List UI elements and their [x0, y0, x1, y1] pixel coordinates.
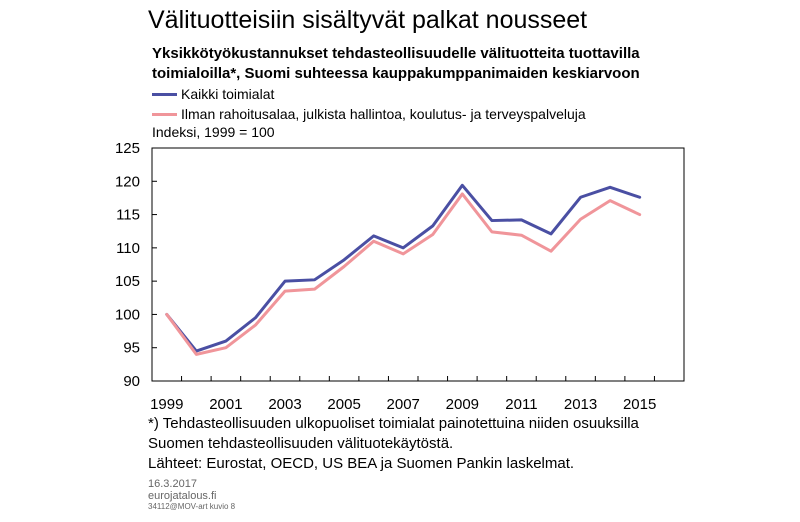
- y-tick-label: 105: [115, 273, 140, 290]
- chart-subtitle: Yksikkötyökustannukset tehdasteollisuude…: [152, 44, 792, 84]
- y-tick-label: 100: [115, 306, 140, 323]
- legend-item-ilman: Ilman rahoitusalaa, julkista hallintoa, …: [152, 104, 586, 124]
- y-tick-label: 120: [115, 173, 140, 190]
- footnote-1: *) Tehdasteollisuuden ulkopuoliset toimi…: [148, 415, 639, 432]
- axes: [151, 147, 685, 382]
- footer: 16.3.2017 eurojatalous.fi 34112@MOV-art …: [148, 478, 235, 512]
- legend: Kaikki toimialat Ilman rahoitusalaa, jul…: [152, 84, 586, 124]
- y-tick-label: 110: [116, 240, 140, 257]
- y-tick-label: 125: [115, 140, 140, 157]
- footer-date: 16.3.2017: [148, 478, 197, 490]
- x-tick-label: 2003: [268, 396, 301, 413]
- y-tick-label: 95: [123, 340, 140, 357]
- x-tick-label: 2013: [564, 396, 597, 413]
- footer-code: 34112@MOV-art kuvio 8: [148, 502, 236, 511]
- subtitle-line-1: Yksikkötyökustannukset tehdasteollisuude…: [152, 45, 640, 62]
- x-tick-label: 2005: [327, 396, 360, 413]
- legend-label-ilman: Ilman rahoitusalaa, julkista hallintoa, …: [181, 106, 586, 122]
- x-tick-label: 2015: [623, 396, 656, 413]
- footnote-2: Suomen tehdasteollisuuden välituotekäytö…: [148, 435, 454, 452]
- series-lines: [165, 183, 642, 356]
- y-unit-label: Indeksi, 1999 = 100: [152, 124, 275, 140]
- legend-swatch-kaikki: [152, 92, 177, 96]
- footnotes: *) Tehdasteollisuuden ulkopuoliset toimi…: [148, 414, 639, 474]
- series-line-1: [165, 192, 642, 356]
- tick-labels: 90 95 100 105 110 115 120 125 1999 2001 2003 2005 20…: [115, 140, 656, 413]
- legend-label-kaikki: Kaikki toimialat: [181, 86, 275, 102]
- legend-item-kaikki: Kaikki toimialat: [152, 84, 586, 104]
- footer-site: eurojatalous.fi: [148, 490, 217, 502]
- x-tick-label: 2009: [446, 396, 479, 413]
- legend-swatch-ilman: [152, 112, 177, 116]
- subtitle-line-2: toimialoilla*, Suomi suhteessa kauppakum…: [152, 65, 640, 82]
- series-line-0: [165, 183, 642, 353]
- y-tick-label: 115: [116, 207, 140, 224]
- x-tick-label: 1999: [150, 396, 183, 413]
- plot-frame: [151, 147, 685, 382]
- y-tick-label: 90: [123, 373, 140, 390]
- sources-note: Lähteet: Eurostat, OECD, US BEA ja Suome…: [148, 455, 575, 472]
- chart-title: Välituotteisiin sisältyvät palkat nousse…: [148, 6, 588, 34]
- x-tick-label: 2011: [505, 396, 537, 413]
- x-tick-label: 2007: [387, 396, 420, 413]
- x-tick-label: 2001: [209, 396, 242, 413]
